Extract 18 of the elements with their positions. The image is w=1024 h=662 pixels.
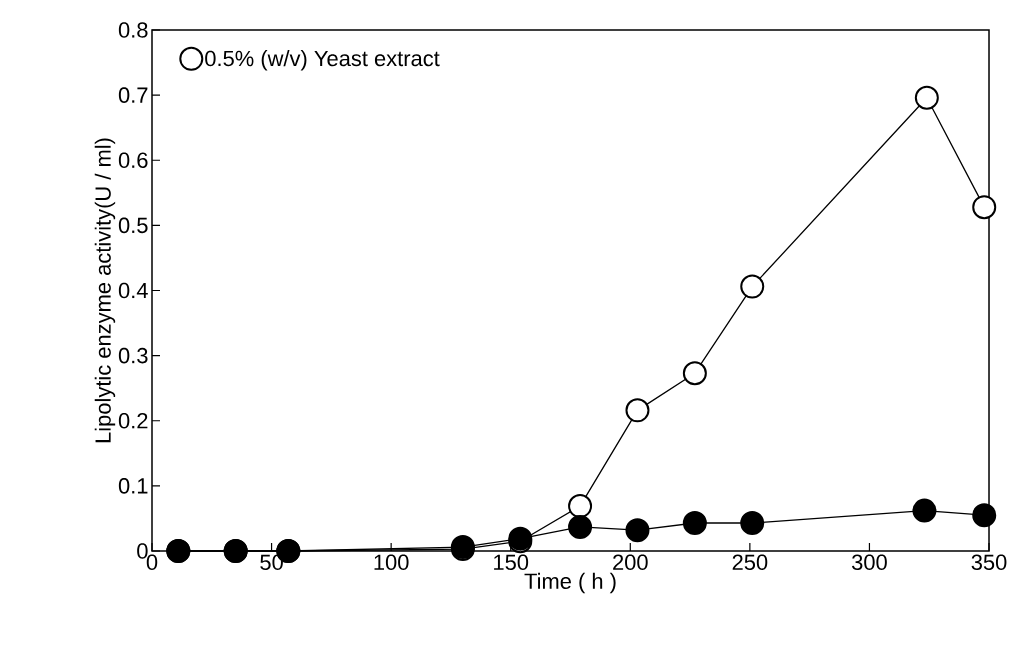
y-tick-label: 0.1 [118,478,148,494]
x-tick-label: 350 [971,554,1007,571]
y-tick-label: 0.6 [118,152,148,169]
y-tick-label: 0.4 [118,282,148,299]
x-axis-title: Time ( h ) [524,572,616,594]
legend-label: 0.5% (w/v) Yeast extract [205,50,440,71]
y-tick-label: 0.7 [118,87,148,103]
x-tick-label: 100 [374,554,409,571]
x-tick-label: 200 [613,554,648,571]
x-tick-label: 150 [494,554,529,571]
y-tick-label: 0.3 [118,347,148,364]
x-tick-label: 300 [851,554,887,571]
x-tick-label: 250 [732,554,768,571]
y-tick-label: 0.2 [118,412,148,429]
y-tick-label: 0 [137,543,148,559]
y-tick-label: 0.5 [118,217,148,234]
y-tick-label: 0.8 [118,22,148,38]
y-axis-title: Lipolytic enzyme activity(U / ml) [94,138,116,443]
